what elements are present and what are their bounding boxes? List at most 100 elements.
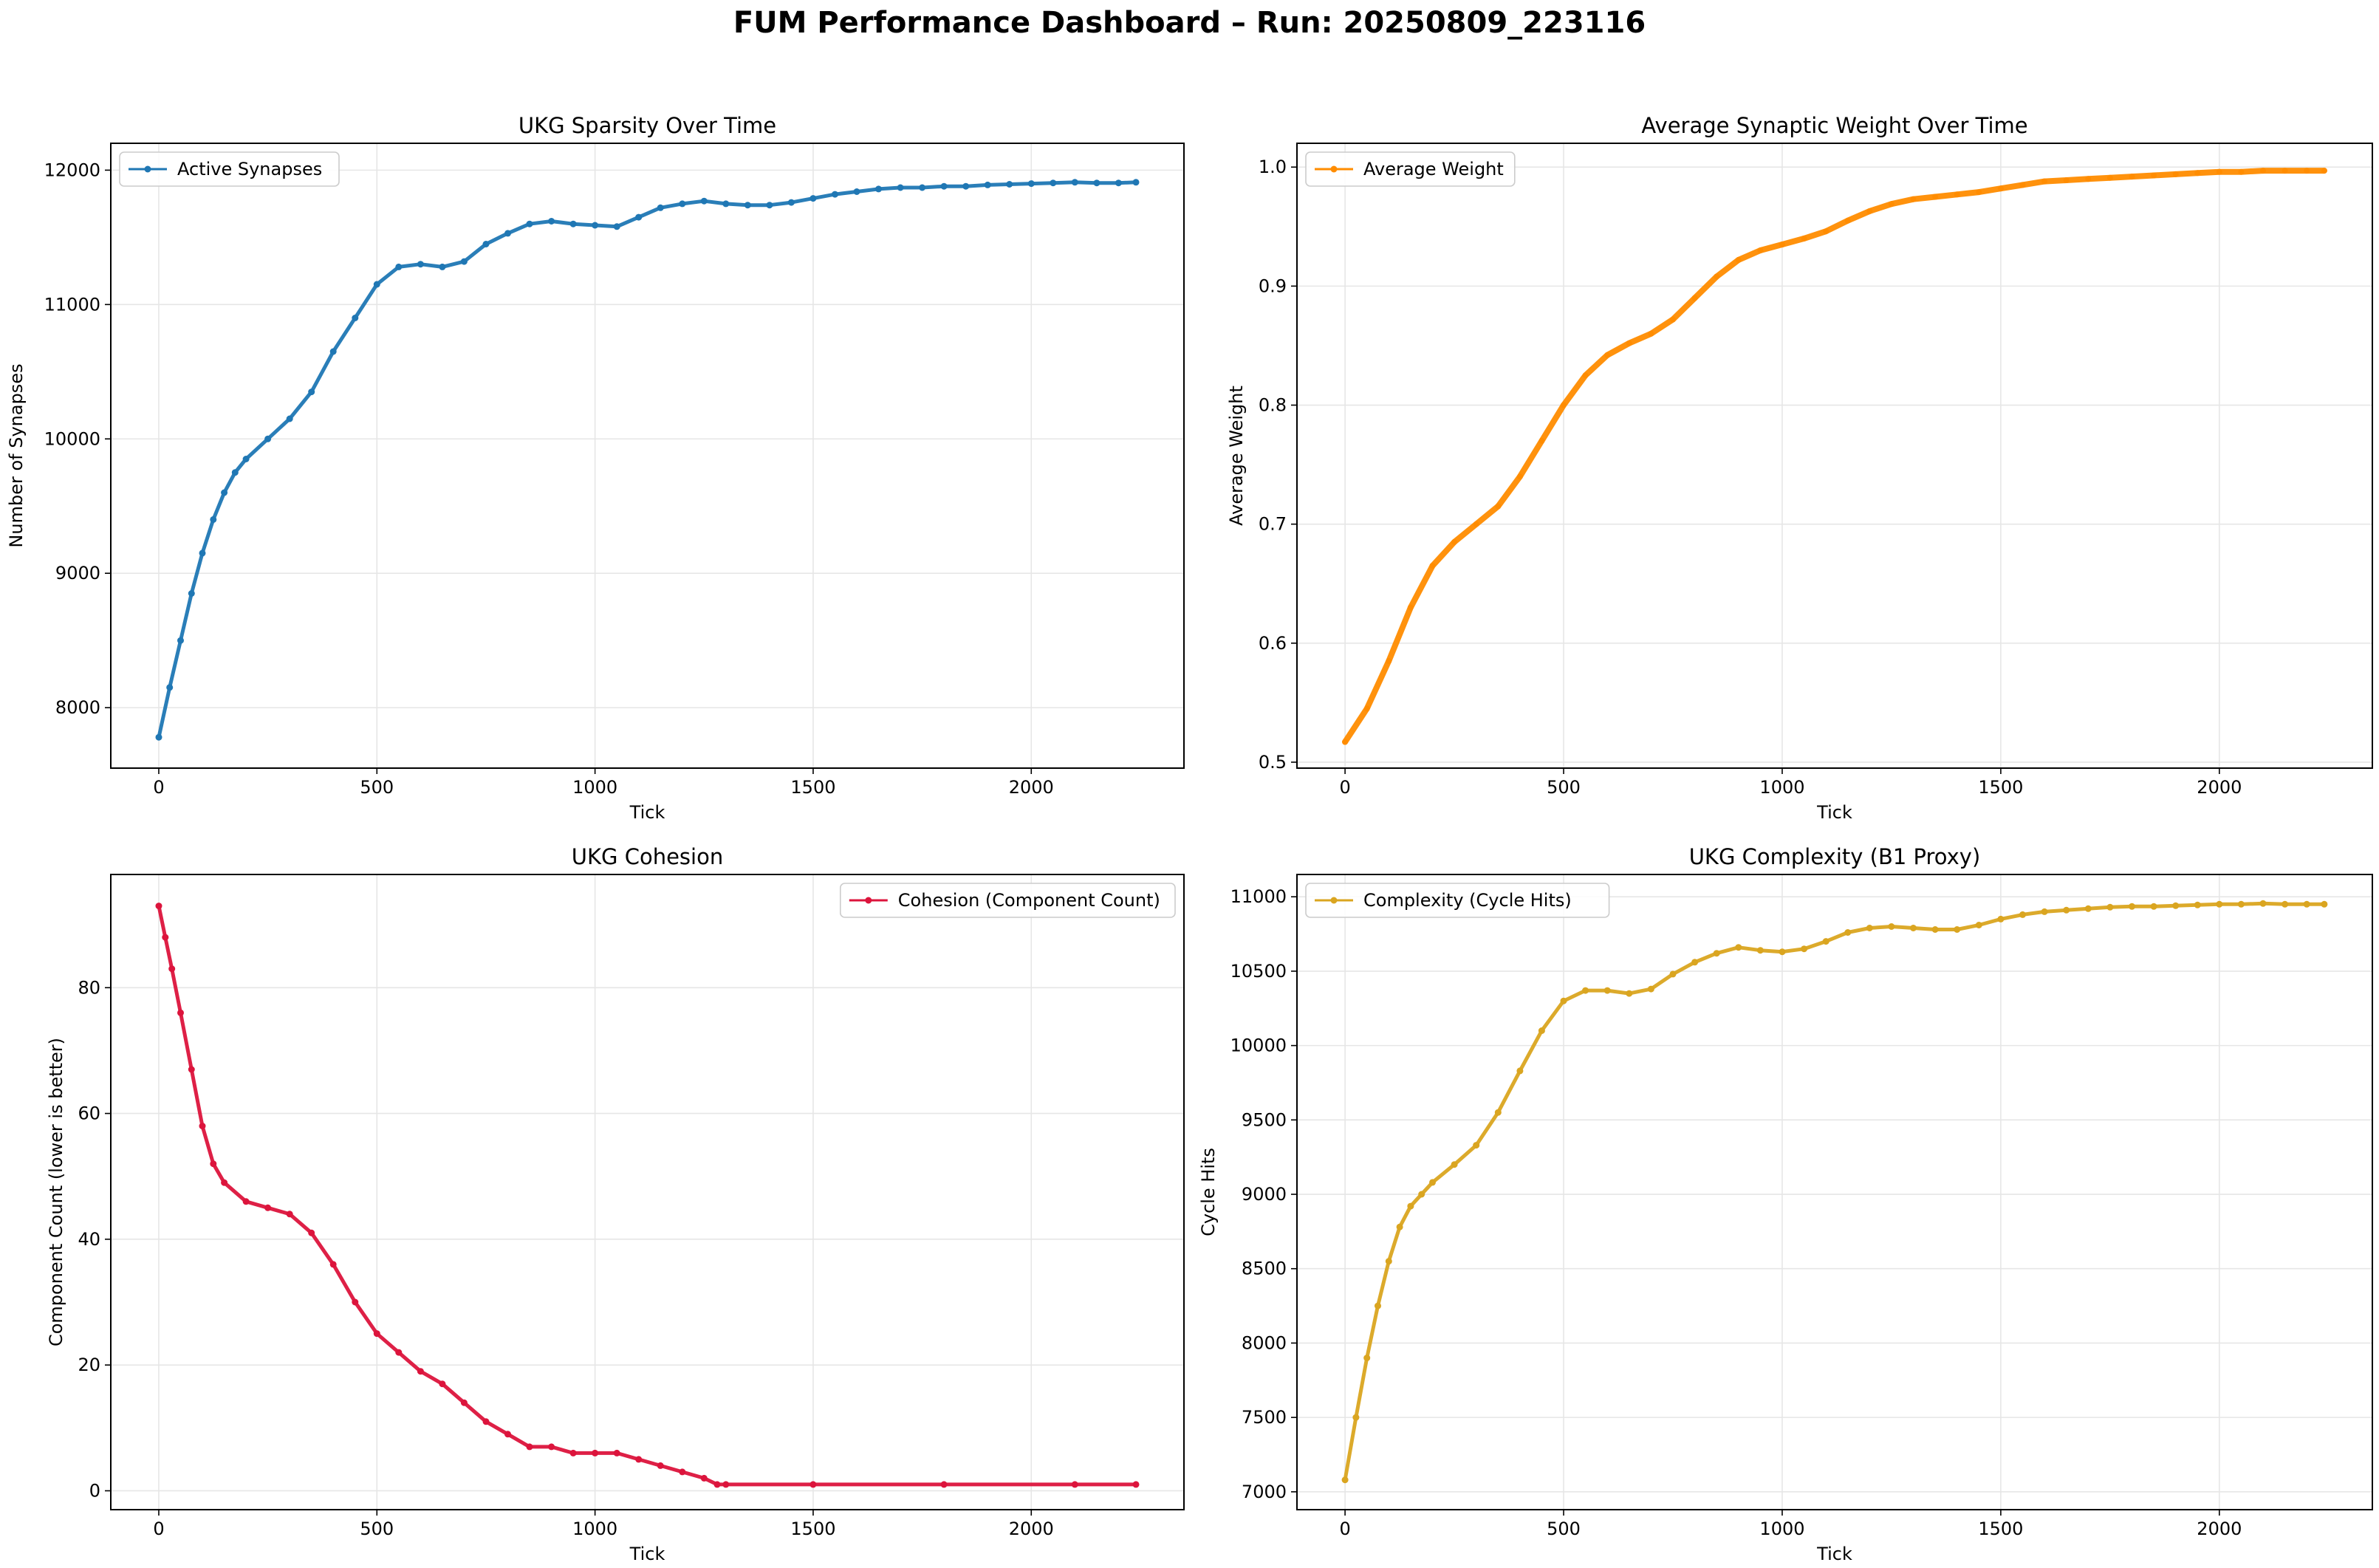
data-point: [787, 199, 795, 206]
y-axis-label: Average Weight: [1226, 386, 1247, 526]
data-point: [1648, 330, 1654, 337]
data-point: [1604, 352, 1611, 358]
complexity-chart: 0 500 1000 1500 2000 7000 7500 8000 8500 9000 9500…: [1198, 844, 2373, 1564]
data-point: [1844, 217, 1851, 224]
data-point: [1363, 705, 1370, 712]
data-point: [199, 1123, 206, 1130]
data-point: [2259, 900, 2267, 907]
data-point: [2129, 174, 2135, 180]
legend-box: [1305, 151, 1516, 187]
data-point: [940, 1481, 948, 1488]
data-point: [1670, 316, 1676, 323]
data-point: [1931, 926, 1939, 933]
data-point: [1714, 273, 1720, 280]
data-point: [1071, 1481, 1078, 1488]
y-tick-label: 11000: [1230, 886, 1287, 907]
data-point: [1582, 987, 1589, 994]
data-point: [2106, 903, 2114, 911]
data-point: [417, 261, 424, 268]
data-point: [1451, 1161, 1458, 1168]
data-point: [395, 263, 403, 270]
x-tick-label: 1500: [790, 777, 835, 798]
data-point: [352, 1298, 359, 1306]
x-tick-label: 1500: [1978, 777, 2023, 798]
data-point: [613, 1449, 620, 1456]
x-tick-label: 1000: [1759, 1519, 1804, 1539]
chart-title: UKG Cohesion: [572, 844, 723, 869]
data-point: [177, 1009, 184, 1016]
legend-marker: [1330, 165, 1338, 173]
legend-label: Cohesion (Component Count): [898, 890, 1160, 911]
data-point: [373, 281, 380, 288]
data-point: [1132, 1481, 1140, 1488]
chart-title: UKG Complexity (B1 Proxy): [1689, 844, 1981, 869]
data-point: [2084, 905, 2092, 912]
data-point: [744, 202, 751, 209]
x-tick-label: 0: [1339, 777, 1350, 798]
x-tick-label: 1000: [1759, 777, 1804, 798]
data-point: [1538, 1027, 1545, 1034]
data-point: [1516, 1067, 1524, 1075]
data-point: [1823, 228, 1829, 235]
data-point: [1407, 604, 1414, 611]
data-point: [2321, 900, 2328, 908]
x-axis-label: Tick: [1816, 802, 1852, 823]
data-point: [1713, 950, 1720, 957]
data-point: [168, 965, 176, 973]
y-tick-label: 9500: [1242, 1109, 1287, 1130]
data-point: [1910, 925, 1917, 931]
legend-label: Active Synapses: [177, 159, 322, 179]
data-point: [1560, 997, 1567, 1004]
data-point: [1561, 402, 1567, 408]
data-point: [504, 1431, 511, 1438]
x-tick-label: 500: [1547, 777, 1581, 798]
legend-label: Average Weight: [1363, 159, 1504, 179]
data-point: [1473, 1142, 1480, 1149]
data-point: [592, 222, 599, 229]
data-point: [809, 195, 817, 202]
y-tick-label: 9000: [55, 563, 100, 583]
data-point: [2041, 178, 2048, 185]
data-point: [1975, 922, 1982, 928]
data-point: [264, 435, 272, 442]
y-tick-label: 10000: [44, 428, 100, 449]
chart-title: Average Synaptic Weight Over Time: [1641, 113, 2027, 138]
data-point: [1954, 191, 1960, 198]
plot-frame: [110, 143, 1185, 769]
data-point: [482, 1418, 490, 1425]
data-point: [286, 415, 293, 422]
legend-box: [840, 883, 1176, 918]
x-tick-label: 1000: [572, 1519, 617, 1539]
data-point: [1386, 658, 1392, 664]
y-tick-label: 0: [89, 1480, 100, 1501]
data-point: [1407, 1202, 1414, 1210]
data-point: [439, 1380, 446, 1388]
data-point: [700, 1474, 708, 1482]
y-tick-label: 80: [78, 977, 100, 998]
data-point: [1932, 194, 1939, 200]
data-point: [1115, 179, 1122, 187]
data-point: [722, 1481, 730, 1488]
plot-frame: [1296, 143, 2373, 769]
data-point: [679, 1468, 686, 1476]
x-tick-label: 0: [153, 1519, 164, 1539]
x-tick-label: 2000: [2197, 1519, 2242, 1539]
data-point: [373, 1330, 380, 1338]
data-point: [722, 200, 730, 208]
y-tick-label: 12000: [44, 160, 100, 180]
data-point: [2321, 168, 2327, 174]
series-line: [157, 180, 1138, 739]
data-point: [657, 204, 664, 211]
data-point: [1495, 503, 1502, 510]
data-point: [210, 1160, 217, 1168]
data-point: [592, 1449, 599, 1456]
y-axis-label: Number of Synapses: [6, 363, 27, 547]
data-point: [1494, 1109, 1502, 1116]
data-point: [1779, 242, 1785, 247]
data-point: [1582, 372, 1589, 379]
data-point: [1429, 1179, 1436, 1186]
data-point: [162, 934, 169, 941]
y-tick-label: 10500: [1230, 961, 1287, 982]
data-point: [1997, 915, 2005, 922]
data-point: [1866, 208, 1873, 214]
